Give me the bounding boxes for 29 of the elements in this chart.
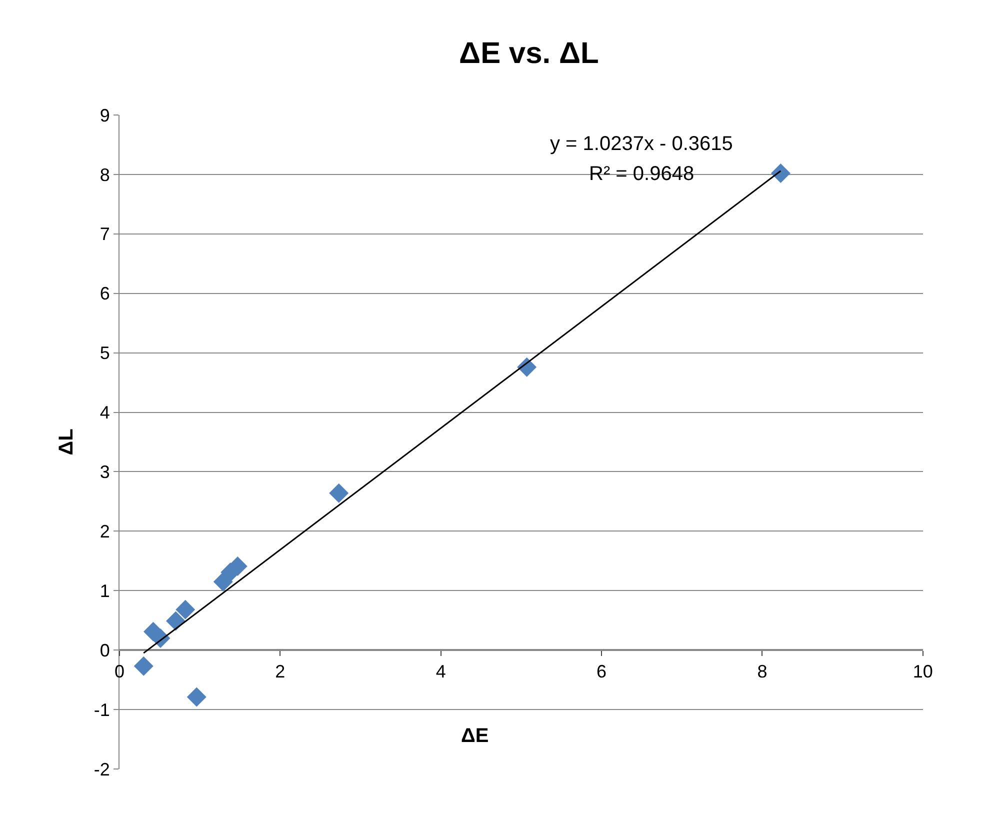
y-tick-label: 5 (100, 343, 110, 364)
y-tick-label: 0 (100, 640, 110, 660)
y-tick-label: 8 (100, 164, 110, 185)
chart-title: ΔE vs. ΔL (459, 36, 599, 70)
y-tick-label: 1 (100, 580, 110, 601)
y-tick-label: 4 (100, 402, 110, 423)
point (176, 600, 196, 620)
y-tick-label: 3 (100, 462, 110, 482)
x-tick-label: 0 (114, 662, 125, 682)
x-tick-label: 2 (275, 662, 286, 682)
y-tick-label: 2 (100, 521, 110, 542)
x-axis-title: ΔE (461, 725, 489, 747)
x-tick-label: 4 (436, 662, 446, 682)
point (134, 656, 154, 676)
y-tick-label: 9 (100, 105, 110, 126)
annotation: R² = 0.9648 (589, 163, 694, 185)
point (166, 611, 186, 631)
y-tick-label: -2 (94, 759, 110, 780)
y-tick-label: 6 (100, 284, 110, 304)
point (329, 483, 349, 503)
point (770, 164, 790, 184)
annotation: y = 1.0237x - 0.3615 (550, 133, 733, 155)
x-tick-label: 6 (596, 662, 607, 682)
x-tick-label: 10 (912, 662, 933, 682)
point (186, 687, 206, 707)
y-axis-title: ΔL (55, 428, 78, 456)
y-tick-label: -1 (94, 700, 110, 720)
x-tick-label: 8 (757, 662, 768, 682)
y-tick-label: 7 (100, 224, 110, 244)
